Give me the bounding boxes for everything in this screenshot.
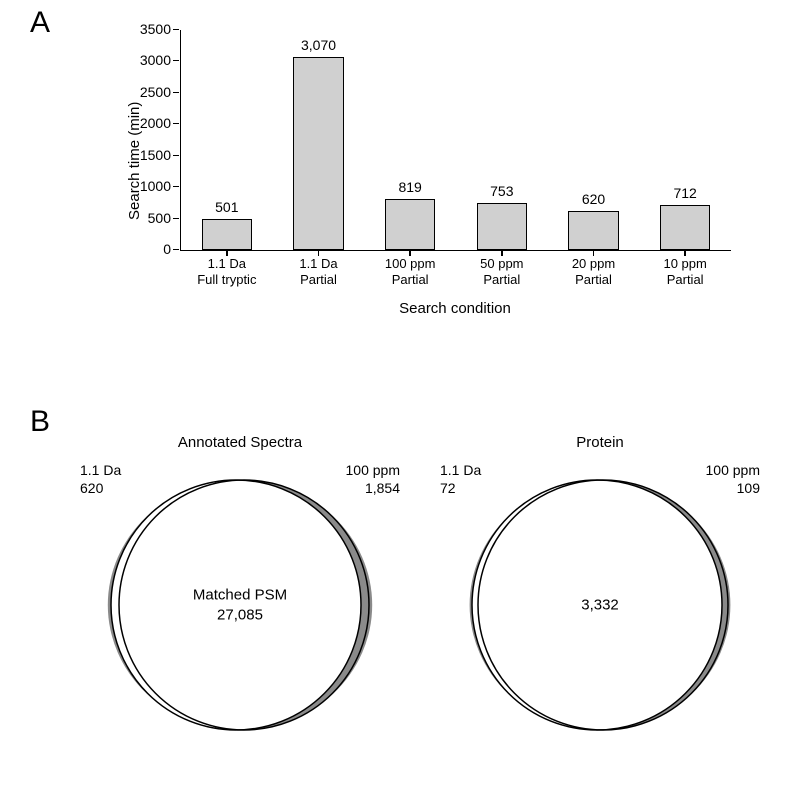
x-tick xyxy=(501,250,503,256)
x-tick-label: 1.1 DaFull tryptic xyxy=(197,256,256,289)
x-tick xyxy=(593,250,595,256)
bar-value-label: 753 xyxy=(490,183,513,199)
x-axis-label: Search condition xyxy=(180,300,730,317)
venn-protein: Protein 1.1 Da72100 ppm1093,332 xyxy=(440,440,760,760)
bar xyxy=(568,211,618,250)
y-tick-label: 3000 xyxy=(131,52,171,68)
x-tick xyxy=(318,250,320,256)
venn-center-label: Matched PSM27,085 xyxy=(193,586,287,625)
y-tick xyxy=(173,29,179,30)
bar-value-label: 501 xyxy=(215,199,238,215)
x-tick-label: 10 ppmPartial xyxy=(663,256,706,289)
panel-a-label: A xyxy=(30,6,50,40)
venn-right-label: 100 ppm1,854 xyxy=(346,462,400,497)
bar-value-label: 620 xyxy=(582,191,605,207)
venn-right-label: 100 ppm109 xyxy=(706,462,760,497)
y-tick xyxy=(173,249,179,250)
y-tick-label: 2000 xyxy=(131,115,171,131)
bar xyxy=(660,205,710,250)
y-tick xyxy=(173,92,179,93)
venn-center-label: 3,332 xyxy=(581,595,619,615)
venn-annotated-spectra: Annotated Spectra 1.1 Da620100 ppm1,854M… xyxy=(80,440,400,760)
y-tick xyxy=(173,186,179,187)
y-tick xyxy=(173,155,179,156)
y-tick-label: 500 xyxy=(131,210,171,226)
x-tick-label: 100 ppmPartial xyxy=(385,256,436,289)
venn-left-label: 1.1 Da620 xyxy=(80,462,121,497)
x-tick xyxy=(226,250,228,256)
panel-b-label: B xyxy=(30,405,50,439)
y-tick-label: 2500 xyxy=(131,84,171,100)
x-tick xyxy=(684,250,686,256)
y-tick xyxy=(173,218,179,219)
bar-value-label: 819 xyxy=(398,179,421,195)
bar-value-label: 712 xyxy=(673,185,696,201)
bar xyxy=(477,203,527,250)
y-tick-label: 0 xyxy=(131,241,171,257)
y-tick-label: 1500 xyxy=(131,147,171,163)
bar-value-label: 3,070 xyxy=(301,37,336,53)
bar xyxy=(385,199,435,250)
plot-area: 05001000150020002500300035005011.1 DaFul… xyxy=(180,30,731,251)
y-tick-label: 1000 xyxy=(131,178,171,194)
y-tick-label: 3500 xyxy=(131,21,171,37)
x-tick-label: 1.1 DaPartial xyxy=(299,256,337,289)
figure: A Search time (min) 05001000150020002500… xyxy=(0,0,800,785)
bar xyxy=(202,219,252,250)
x-tick xyxy=(409,250,411,256)
y-tick xyxy=(173,60,179,61)
y-tick xyxy=(173,123,179,124)
bar xyxy=(293,57,343,250)
x-tick-label: 50 ppmPartial xyxy=(480,256,523,289)
venn-left-label: 1.1 Da72 xyxy=(440,462,481,497)
bar-chart: Search time (min) 0500100015002000250030… xyxy=(120,20,740,320)
x-tick-label: 20 ppmPartial xyxy=(572,256,615,289)
